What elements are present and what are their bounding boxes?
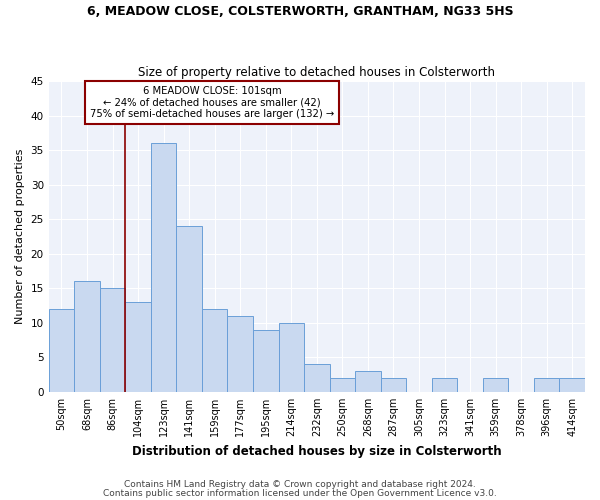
Bar <box>559 378 585 392</box>
X-axis label: Distribution of detached houses by size in Colsterworth: Distribution of detached houses by size … <box>132 444 502 458</box>
Bar <box>304 364 329 392</box>
Bar <box>432 378 457 392</box>
Bar <box>100 288 125 392</box>
Bar <box>151 143 176 392</box>
Text: 6, MEADOW CLOSE, COLSTERWORTH, GRANTHAM, NG33 5HS: 6, MEADOW CLOSE, COLSTERWORTH, GRANTHAM,… <box>86 5 514 18</box>
Bar <box>227 316 253 392</box>
Bar <box>329 378 355 392</box>
Bar <box>534 378 559 392</box>
Bar <box>483 378 508 392</box>
Text: Contains public sector information licensed under the Open Government Licence v3: Contains public sector information licen… <box>103 488 497 498</box>
Y-axis label: Number of detached properties: Number of detached properties <box>15 149 25 324</box>
Bar <box>278 323 304 392</box>
Bar <box>176 226 202 392</box>
Text: 6 MEADOW CLOSE: 101sqm
← 24% of detached houses are smaller (42)
75% of semi-det: 6 MEADOW CLOSE: 101sqm ← 24% of detached… <box>90 86 334 119</box>
Bar <box>49 309 74 392</box>
Bar <box>380 378 406 392</box>
Bar <box>253 330 278 392</box>
Bar <box>355 371 380 392</box>
Bar <box>202 309 227 392</box>
Title: Size of property relative to detached houses in Colsterworth: Size of property relative to detached ho… <box>139 66 496 78</box>
Text: Contains HM Land Registry data © Crown copyright and database right 2024.: Contains HM Land Registry data © Crown c… <box>124 480 476 489</box>
Bar <box>74 282 100 392</box>
Bar <box>125 302 151 392</box>
